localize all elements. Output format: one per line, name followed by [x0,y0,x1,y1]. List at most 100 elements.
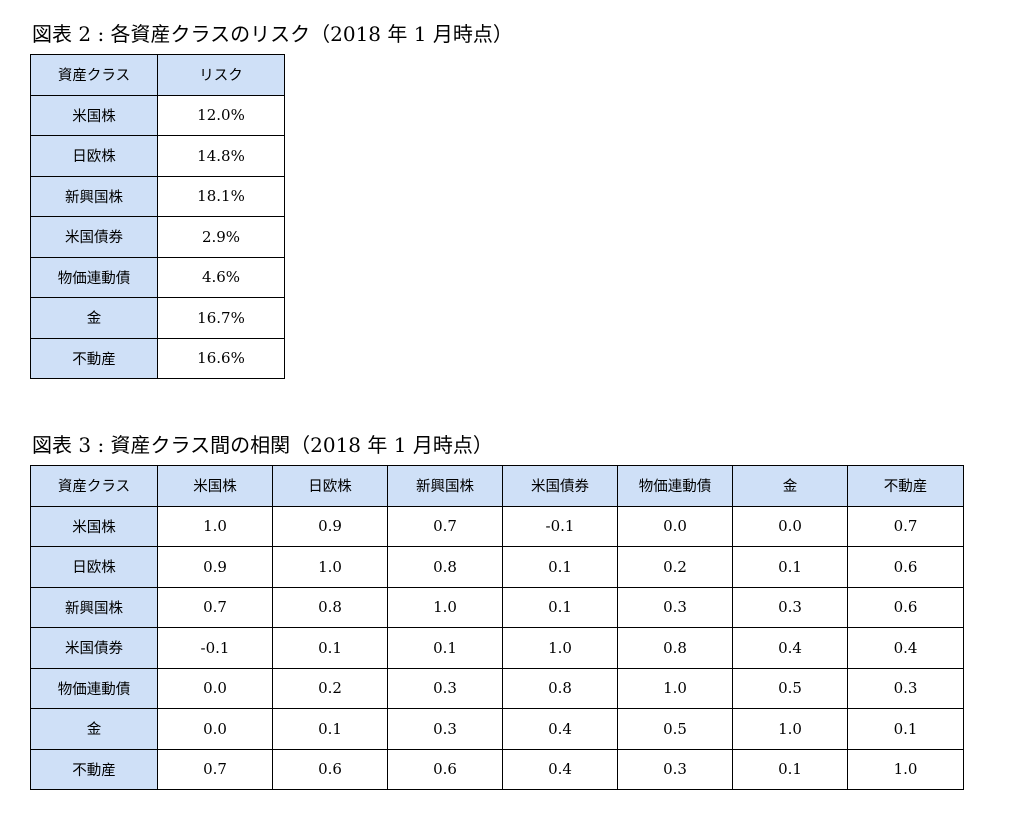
corr-value-cell: 0.4 [502,748,618,790]
corr-row: 物価連動債 0.0 0.2 0.3 0.8 1.0 0.5 0.3 [30,667,964,709]
corr-value-cell: 0.7 [157,748,273,790]
corr-header-cell: 資産クラス [30,465,158,507]
corr-row: 米国株 1.0 0.9 0.7 -0.1 0.0 0.0 0.7 [30,505,964,547]
corr-value-cell: 0.4 [847,627,964,669]
risk-header-cell: 資産クラス [30,54,158,96]
corr-value-cell: 0.0 [157,708,273,750]
corr-row-label: 不動産 [30,748,158,790]
risk-value-cell: 18.1% [157,175,285,217]
corr-value-cell: 1.0 [502,627,618,669]
risk-row-label: 日欧株 [30,135,158,177]
corr-row-label: 日欧株 [30,546,158,588]
risk-value-cell: 16.6% [157,337,285,379]
risk-header-row: 資産クラス リスク [30,54,285,96]
corr-value-cell: 0.0 [157,667,273,709]
corr-value-cell: 0.3 [387,667,503,709]
corr-value-cell: 1.0 [157,505,273,547]
corr-header-cell: 不動産 [847,465,964,507]
risk-value-cell: 2.9% [157,216,285,258]
risk-row: 金 16.7% [30,297,285,339]
corr-value-cell: 0.7 [847,505,964,547]
risk-row-label: 物価連動債 [30,256,158,298]
risk-value-cell: 12.0% [157,94,285,136]
corr-value-cell: 0.6 [847,586,964,628]
corr-header-cell: 米国株 [157,465,273,507]
risk-value-cell: 14.8% [157,135,285,177]
risk-row-label: 不動産 [30,337,158,379]
risk-header-cell: リスク [157,54,285,96]
corr-value-cell: 0.1 [732,748,848,790]
corr-value-cell: 0.1 [847,708,964,750]
corr-header-cell: 日欧株 [272,465,388,507]
corr-row: 米国債券 -0.1 0.1 0.1 1.0 0.8 0.4 0.4 [30,627,964,669]
corr-value-cell: 0.6 [272,748,388,790]
corr-value-cell: 0.6 [847,546,964,588]
corr-value-cell: 0.9 [272,505,388,547]
corr-value-cell: 1.0 [617,667,733,709]
corr-header-cell: 金 [732,465,848,507]
corr-value-cell: 0.9 [157,546,273,588]
corr-value-cell: -0.1 [502,505,618,547]
corr-value-cell: 0.1 [387,627,503,669]
corr-value-cell: 0.4 [732,627,848,669]
risk-row-label: 米国株 [30,94,158,136]
corr-value-cell: 0.8 [502,667,618,709]
corr-value-cell: 0.7 [387,505,503,547]
corr-row-label: 米国債券 [30,627,158,669]
corr-value-cell: 0.8 [387,546,503,588]
corr-value-cell: 0.3 [617,586,733,628]
corr-value-cell: -0.1 [157,627,273,669]
corr-row: 金 0.0 0.1 0.3 0.4 0.5 1.0 0.1 [30,708,964,750]
corr-value-cell: 0.2 [272,667,388,709]
risk-row-label: 米国債券 [30,216,158,258]
corr-row-label: 新興国株 [30,586,158,628]
corr-row: 新興国株 0.7 0.8 1.0 0.1 0.3 0.3 0.6 [30,586,964,628]
corr-row: 不動産 0.7 0.6 0.6 0.4 0.3 0.1 1.0 [30,748,964,790]
corr-value-cell: 0.4 [502,708,618,750]
corr-value-cell: 1.0 [847,748,964,790]
risk-row: 日欧株 14.8% [30,135,285,177]
corr-value-cell: 1.0 [387,586,503,628]
risk-row: 不動産 16.6% [30,337,285,379]
corr-value-cell: 0.8 [617,627,733,669]
corr-header-row: 資産クラス 米国株 日欧株 新興国株 米国債券 物価連動債金不動産 [30,465,964,507]
risk-row: 物価連動債 4.6% [30,256,285,298]
corr-value-cell: 0.3 [617,748,733,790]
corr-row-label: 金 [30,708,158,750]
risk-value-cell: 4.6% [157,256,285,298]
corr-value-cell: 0.3 [847,667,964,709]
corr-value-cell: 0.5 [617,708,733,750]
corr-value-cell: 0.1 [272,708,388,750]
risk-row: 米国株 12.0% [30,94,285,136]
corr-value-cell: 0.1 [272,627,388,669]
corr-header-cell: 物価連動債 [617,465,733,507]
fig3-caption: 図表 3 : 資産クラス間の相関（2018 年 1 月時点） [32,433,493,457]
corr-value-cell: 0.1 [502,546,618,588]
risk-value-cell: 16.7% [157,297,285,339]
corr-row-label: 物価連動債 [30,667,158,709]
fig2-caption: 図表 2 : 各資産クラスのリスク（2018 年 1 月時点） [32,22,513,46]
corr-value-cell: 1.0 [272,546,388,588]
corr-value-cell: 0.5 [732,667,848,709]
corr-header-cell: 新興国株 [387,465,503,507]
corr-value-cell: 0.2 [617,546,733,588]
corr-value-cell: 0.0 [617,505,733,547]
corr-value-cell: 0.0 [732,505,848,547]
corr-row-label: 米国株 [30,505,158,547]
corr-value-cell: 0.6 [387,748,503,790]
risk-row-label: 金 [30,297,158,339]
corr-value-cell: 0.8 [272,586,388,628]
corr-value-cell: 0.1 [732,546,848,588]
risk-row-label: 新興国株 [30,175,158,217]
corr-value-cell: 0.7 [157,586,273,628]
corr-value-cell: 0.3 [387,708,503,750]
corr-header-cell: 米国債券 [502,465,618,507]
corr-value-cell: 1.0 [732,708,848,750]
corr-value-cell: 0.1 [502,586,618,628]
risk-table: 資産クラス リスク 米国株 12.0% 日欧株 14.8% 新興国株 18.1% 米国債券 2.9… [30,54,285,379]
risk-row: 米国債券 2.9% [30,216,285,258]
correlation-table: 資産クラス 米国株 日欧株 新興国株 米国債券 物価連動債金不動産 米国株 1.0 0.9 0.7… [30,465,964,790]
corr-row: 日欧株 0.9 1.0 0.8 0.1 0.2 0.1 0.6 [30,546,964,588]
risk-row: 新興国株 18.1% [30,175,285,217]
corr-value-cell: 0.3 [732,586,848,628]
